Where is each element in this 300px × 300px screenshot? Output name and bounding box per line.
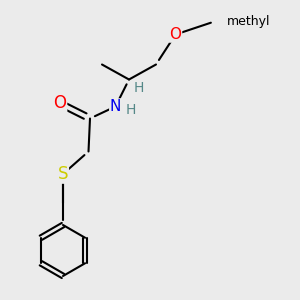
Text: methyl: methyl [226, 14, 270, 28]
Text: H: H [134, 81, 144, 94]
Text: S: S [58, 165, 68, 183]
Text: N: N [110, 99, 121, 114]
Text: H: H [126, 103, 136, 117]
Text: O: O [169, 27, 181, 42]
Text: O: O [53, 94, 67, 112]
